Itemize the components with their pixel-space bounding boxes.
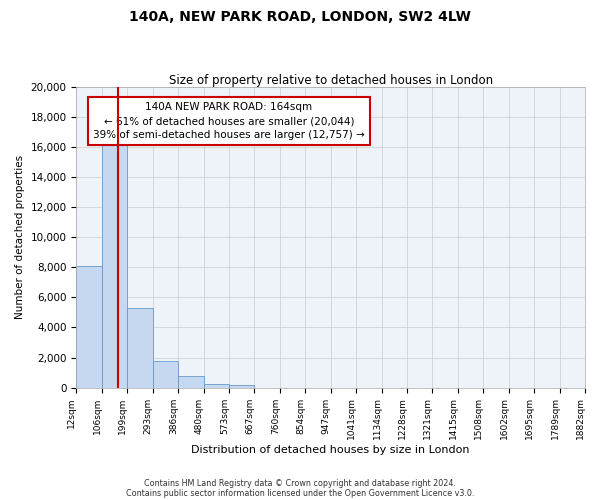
Text: Contains public sector information licensed under the Open Government Licence v3: Contains public sector information licen… bbox=[126, 488, 474, 498]
Text: 140A, NEW PARK ROAD, LONDON, SW2 4LW: 140A, NEW PARK ROAD, LONDON, SW2 4LW bbox=[129, 10, 471, 24]
Bar bbox=[203, 384, 229, 388]
Bar bbox=[76, 266, 102, 388]
Bar bbox=[178, 376, 203, 388]
Bar bbox=[127, 308, 152, 388]
Bar bbox=[152, 360, 178, 388]
Y-axis label: Number of detached properties: Number of detached properties bbox=[15, 155, 25, 320]
Text: Contains HM Land Registry data © Crown copyright and database right 2024.: Contains HM Land Registry data © Crown c… bbox=[144, 478, 456, 488]
Title: Size of property relative to detached houses in London: Size of property relative to detached ho… bbox=[169, 74, 493, 87]
Bar bbox=[102, 140, 127, 388]
Bar bbox=[229, 386, 254, 388]
Text: 140A NEW PARK ROAD: 164sqm
← 61% of detached houses are smaller (20,044)
39% of : 140A NEW PARK ROAD: 164sqm ← 61% of deta… bbox=[93, 102, 365, 140]
X-axis label: Distribution of detached houses by size in London: Distribution of detached houses by size … bbox=[191, 445, 470, 455]
